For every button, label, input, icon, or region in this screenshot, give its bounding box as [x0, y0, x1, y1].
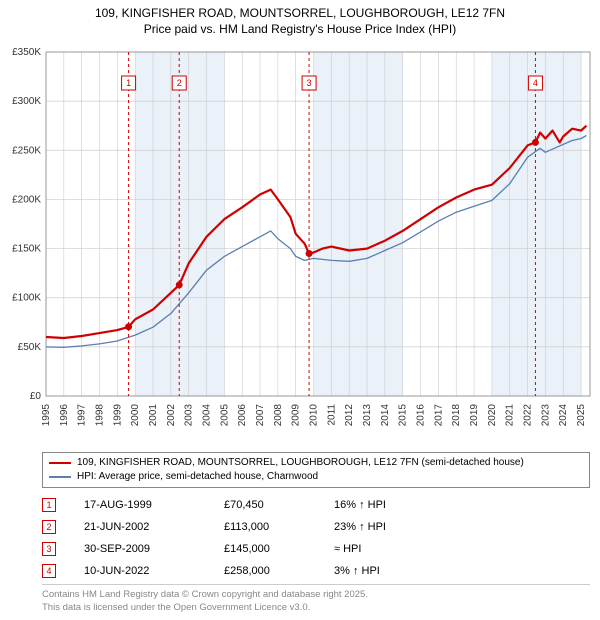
- sale-price: £145,000: [224, 543, 334, 555]
- sale-delta: ≈ HPI: [334, 543, 494, 555]
- svg-text:1: 1: [126, 78, 131, 88]
- legend-item-hpi: HPI: Average price, semi-detached house,…: [49, 470, 583, 484]
- footer-line-1: Contains HM Land Registry data © Crown c…: [42, 589, 590, 601]
- svg-text:£250K: £250K: [12, 145, 41, 156]
- svg-text:1999: 1999: [112, 404, 123, 427]
- svg-text:2018: 2018: [451, 404, 462, 427]
- title-line-2: Price paid vs. HM Land Registry's House …: [0, 22, 600, 38]
- sale-date: 21-JUN-2002: [84, 521, 224, 533]
- svg-text:1998: 1998: [95, 404, 106, 427]
- svg-text:2010: 2010: [309, 404, 320, 427]
- sale-price: £258,000: [224, 565, 334, 577]
- svg-text:2004: 2004: [202, 404, 213, 427]
- footer-line-2: This data is licensed under the Open Gov…: [42, 602, 590, 614]
- sales-table: 1 17-AUG-1999 £70,450 16% ↑ HPI 2 21-JUN…: [42, 494, 494, 582]
- legend-swatch-red: [49, 462, 71, 465]
- sale-price: £70,450: [224, 499, 334, 511]
- legend-label-a: 109, KINGFISHER ROAD, MOUNTSORREL, LOUGH…: [77, 456, 524, 470]
- svg-text:2002: 2002: [166, 404, 177, 427]
- svg-text:2007: 2007: [255, 404, 266, 427]
- copyright-footer: Contains HM Land Registry data © Crown c…: [42, 584, 590, 614]
- svg-text:1996: 1996: [59, 404, 70, 427]
- table-row: 1 17-AUG-1999 £70,450 16% ↑ HPI: [42, 494, 494, 516]
- sale-date: 30-SEP-2009: [84, 543, 224, 555]
- legend-item-price-paid: 109, KINGFISHER ROAD, MOUNTSORREL, LOUGH…: [49, 456, 583, 470]
- legend-label-b: HPI: Average price, semi-detached house,…: [77, 470, 318, 484]
- sale-marker-2: 2: [42, 520, 56, 534]
- svg-text:2024: 2024: [558, 404, 569, 427]
- chart-title: 109, KINGFISHER ROAD, MOUNTSORREL, LOUGH…: [0, 0, 600, 37]
- svg-text:£50K: £50K: [18, 342, 42, 353]
- svg-text:£300K: £300K: [12, 96, 41, 107]
- svg-text:2012: 2012: [344, 404, 355, 427]
- svg-text:1995: 1995: [41, 404, 52, 427]
- svg-text:2011: 2011: [326, 404, 337, 426]
- svg-text:2013: 2013: [362, 404, 373, 427]
- svg-text:2021: 2021: [505, 404, 516, 427]
- sale-delta: 3% ↑ HPI: [334, 565, 494, 577]
- table-row: 2 21-JUN-2002 £113,000 23% ↑ HPI: [42, 516, 494, 538]
- svg-text:2006: 2006: [237, 404, 248, 427]
- svg-text:2: 2: [177, 78, 182, 88]
- svg-text:£150K: £150K: [12, 244, 41, 255]
- svg-text:2025: 2025: [576, 404, 587, 427]
- svg-text:2001: 2001: [148, 404, 159, 427]
- table-row: 3 30-SEP-2009 £145,000 ≈ HPI: [42, 538, 494, 560]
- svg-text:4: 4: [533, 78, 538, 88]
- svg-text:2020: 2020: [487, 404, 498, 427]
- chart-legend: 109, KINGFISHER ROAD, MOUNTSORREL, LOUGH…: [42, 452, 590, 488]
- svg-text:2023: 2023: [540, 404, 551, 427]
- sale-date: 10-JUN-2022: [84, 565, 224, 577]
- svg-text:2019: 2019: [469, 404, 480, 427]
- sale-delta: 23% ↑ HPI: [334, 521, 494, 533]
- svg-text:2008: 2008: [273, 404, 284, 427]
- svg-text:2000: 2000: [130, 404, 141, 427]
- sale-price: £113,000: [224, 521, 334, 533]
- svg-text:3: 3: [307, 78, 312, 88]
- svg-text:£0: £0: [30, 391, 42, 402]
- svg-text:£350K: £350K: [12, 47, 41, 58]
- svg-text:2015: 2015: [398, 404, 409, 427]
- legend-swatch-blue: [49, 476, 71, 478]
- sale-marker-3: 3: [42, 542, 56, 556]
- table-row: 4 10-JUN-2022 £258,000 3% ↑ HPI: [42, 560, 494, 582]
- svg-text:2017: 2017: [433, 404, 444, 427]
- svg-text:£100K: £100K: [12, 293, 41, 304]
- svg-text:£200K: £200K: [12, 194, 41, 205]
- svg-text:2005: 2005: [219, 404, 230, 427]
- price-chart: £0 £50K £100K £150K £200K £250K £300K £350K 1995…: [4, 44, 596, 444]
- title-line-1: 109, KINGFISHER ROAD, MOUNTSORREL, LOUGH…: [0, 6, 600, 22]
- sale-marker-1: 1: [42, 498, 56, 512]
- sale-date: 17-AUG-1999: [84, 499, 224, 511]
- svg-text:2022: 2022: [523, 404, 534, 427]
- svg-text:2003: 2003: [184, 404, 195, 427]
- svg-text:2014: 2014: [380, 404, 391, 427]
- svg-text:1997: 1997: [77, 404, 88, 427]
- svg-text:2009: 2009: [291, 404, 302, 427]
- sale-marker-4: 4: [42, 564, 56, 578]
- sale-delta: 16% ↑ HPI: [334, 499, 494, 511]
- svg-text:2016: 2016: [416, 404, 427, 427]
